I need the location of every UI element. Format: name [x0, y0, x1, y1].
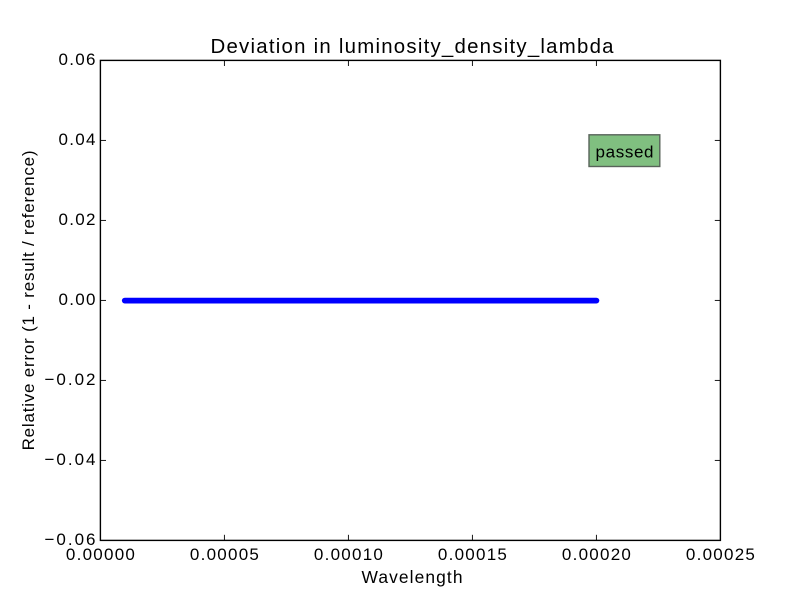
svg-text:Relative error (1 - result / r: Relative error (1 - result / reference) [19, 150, 38, 450]
svg-text:Wavelength: Wavelength [362, 567, 463, 587]
svg-text:passed: passed [596, 142, 654, 161]
svg-text:0.00020: 0.00020 [562, 545, 631, 564]
svg-text:0.00015: 0.00015 [438, 545, 507, 564]
svg-text:0.06: 0.06 [59, 50, 96, 69]
svg-text:0.00000: 0.00000 [66, 545, 135, 564]
svg-text:0.00005: 0.00005 [190, 545, 259, 564]
svg-text:0.04: 0.04 [59, 130, 96, 149]
svg-text:Deviation in luminosity_densit: Deviation in luminosity_density_lambda [211, 36, 615, 58]
svg-text:−0.04: −0.04 [45, 450, 96, 469]
svg-text:0.00025: 0.00025 [686, 545, 755, 564]
svg-text:0.00010: 0.00010 [314, 545, 383, 564]
svg-text:−0.02: −0.02 [45, 370, 96, 389]
svg-text:−0.06: −0.06 [45, 530, 96, 549]
svg-text:0.02: 0.02 [59, 210, 96, 229]
svg-text:0.00: 0.00 [59, 290, 96, 309]
